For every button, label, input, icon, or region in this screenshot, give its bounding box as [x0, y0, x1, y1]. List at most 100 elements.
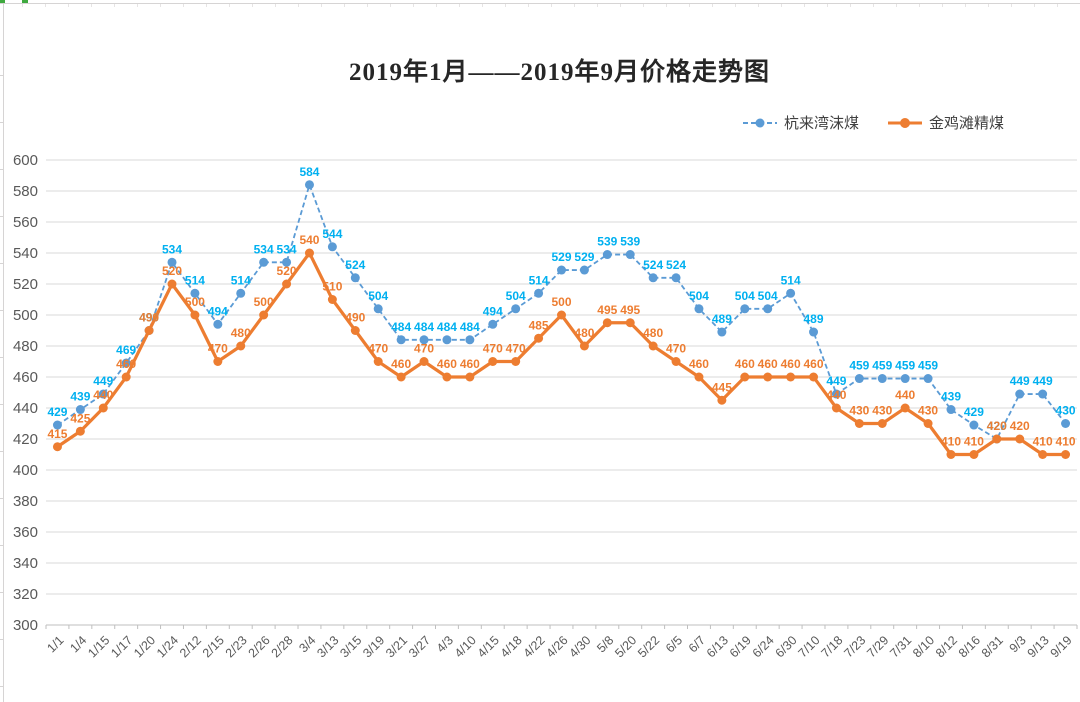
- data-label: 470: [666, 342, 686, 356]
- data-label: 485: [529, 318, 549, 332]
- data-label: 410: [964, 435, 984, 449]
- data-point: [350, 273, 360, 283]
- data-point: [1038, 450, 1048, 459]
- x-axis-label: 7/23: [841, 633, 868, 660]
- window-artifact-green: [0, 0, 5, 3]
- data-point: [671, 357, 681, 366]
- data-point: [740, 304, 750, 314]
- x-axis-label: 4/30: [566, 633, 593, 660]
- data-label: 470: [368, 342, 388, 356]
- y-axis-label: 320: [13, 586, 38, 603]
- x-axis-label: 1/24: [154, 633, 181, 660]
- data-point: [488, 357, 498, 366]
- y-axis-label: 380: [13, 493, 38, 510]
- data-label: 469: [116, 343, 136, 357]
- data-point: [75, 426, 85, 436]
- data-label: 489: [712, 312, 732, 326]
- legend-item-series-0[interactable]: 杭来湾沫煤: [742, 112, 859, 133]
- y-axis-label: 300: [13, 617, 38, 634]
- data-point: [557, 310, 566, 320]
- data-label: 480: [231, 326, 251, 340]
- x-axis-label: 9/19: [1048, 633, 1075, 660]
- x-axis-label: 7/18: [818, 633, 845, 660]
- data-point: [396, 372, 406, 382]
- series-line: [56, 183, 1067, 440]
- data-point: [511, 304, 521, 314]
- x-axis-label: 2/15: [200, 633, 227, 660]
- data-label: 540: [299, 233, 319, 247]
- data-label: 480: [574, 326, 594, 340]
- data-point: [213, 319, 223, 329]
- data-point: [625, 250, 635, 260]
- data-label: 494: [208, 304, 228, 318]
- data-point: [419, 335, 429, 345]
- data-point: [1015, 434, 1025, 444]
- series-1[interactable]: [52, 248, 1071, 460]
- data-label: 500: [185, 295, 205, 309]
- x-axis-label: 9/13: [1025, 633, 1052, 660]
- x-axis-label: 1/15: [85, 633, 112, 660]
- data-label: 544: [322, 227, 342, 241]
- data-point: [1061, 419, 1071, 428]
- legend-label-series-1: 金鸡滩精煤: [929, 115, 1005, 132]
- data-point: [121, 358, 131, 368]
- y-axis-label: 420: [13, 431, 38, 448]
- series-0[interactable]: [52, 180, 1071, 444]
- legend-label-series-0: 杭来湾沫煤: [784, 115, 860, 132]
- data-point: [786, 288, 796, 298]
- x-axis-label: 4/18: [498, 633, 525, 660]
- data-label: 459: [895, 359, 915, 373]
- data-label: 494: [483, 304, 503, 318]
- data-point: [236, 288, 246, 298]
- x-axis-label: 8/31: [979, 633, 1006, 660]
- data-label: 484: [460, 320, 480, 334]
- data-point: [579, 265, 589, 275]
- data-point: [831, 403, 841, 413]
- data-label: 449: [1010, 374, 1030, 388]
- data-point: [579, 341, 589, 351]
- data-point: [167, 279, 177, 289]
- legend-item-series-1[interactable]: 金鸡滩精煤: [887, 112, 1004, 133]
- x-axis-label: 4/10: [452, 633, 479, 660]
- data-label: 490: [139, 311, 159, 325]
- data-label: 484: [391, 320, 411, 334]
- data-label: 470: [483, 342, 503, 356]
- data-label: 430: [918, 404, 938, 418]
- data-point: [442, 372, 452, 382]
- data-label: 539: [620, 235, 640, 249]
- data-label: 430: [872, 404, 892, 418]
- data-label: 420: [987, 419, 1007, 433]
- data-point: [625, 318, 635, 328]
- data-label: 504: [689, 289, 709, 303]
- data-label: 510: [322, 280, 342, 294]
- data-point: [740, 372, 750, 382]
- data-point: [465, 372, 475, 382]
- data-point: [946, 450, 956, 459]
- x-axis-label: 8/10: [910, 633, 937, 660]
- data-label: 459: [872, 359, 892, 373]
- data-label: 445: [712, 380, 732, 394]
- data-point: [534, 333, 544, 343]
- data-label: 440: [895, 388, 915, 402]
- data-label: 500: [551, 295, 571, 309]
- x-axis-label: 3/15: [337, 633, 364, 660]
- data-label: 410: [941, 435, 961, 449]
- data-label: 420: [1010, 419, 1030, 433]
- data-point: [694, 304, 704, 314]
- y-axis-label: 580: [13, 183, 38, 200]
- legend-marker-solid-line-dot-icon: [888, 117, 923, 128]
- data-label: 514: [781, 273, 801, 287]
- x-axis-label: 1/20: [131, 633, 158, 660]
- y-axis-label: 400: [13, 462, 38, 479]
- data-label: 460: [804, 357, 824, 371]
- data-point: [809, 372, 819, 382]
- x-axis-label: 5/20: [612, 633, 639, 660]
- data-point: [602, 250, 612, 260]
- data-point: [786, 372, 796, 382]
- data-label: 490: [139, 311, 159, 325]
- data-point: [900, 403, 910, 413]
- x-axis-label: 6/19: [727, 633, 754, 660]
- data-point: [831, 389, 841, 399]
- data-point: [671, 273, 681, 283]
